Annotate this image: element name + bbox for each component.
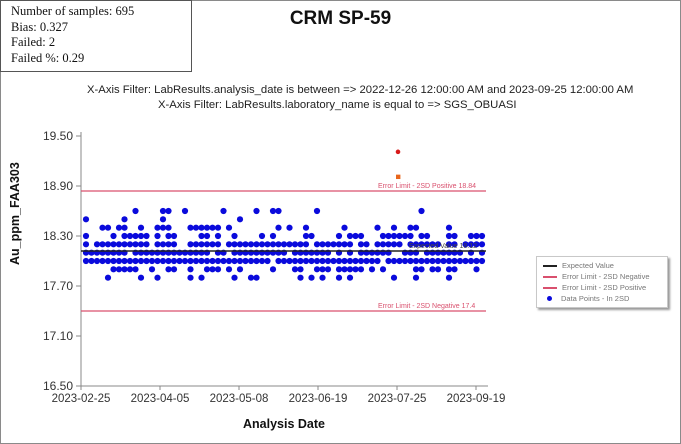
- svg-text:2023-06-19: 2023-06-19: [289, 393, 348, 405]
- svg-text:Expected Value 18.12: Expected Value 18.12: [409, 243, 477, 250]
- bias-value: Bias: 0.327: [11, 19, 68, 34]
- legend-positive: Error Limit - 2SD Positive: [543, 282, 667, 293]
- x-axis-label: Analysis Date: [243, 417, 325, 431]
- y-axis-label: Au_ppm_FAA303: [8, 162, 22, 265]
- stats-box: Number of samples: 695 Bias: 0.327 Faile…: [0, 0, 192, 72]
- svg-text:Error Limit - 2SD Positive 18.: Error Limit - 2SD Positive 18.84: [378, 183, 476, 190]
- legend-label: Data Points - In 2SD: [561, 294, 630, 303]
- sample-count: Number of samples: 695: [11, 4, 135, 18]
- point-swatch-icon: [547, 296, 552, 301]
- chart-title: CRM SP-59: [289, 8, 392, 29]
- svg-text:2023-05-08: 2023-05-08: [210, 393, 269, 405]
- svg-text:2023-07-25: 2023-07-25: [368, 393, 427, 405]
- svg-text:2023-04-05: 2023-04-05: [131, 393, 190, 405]
- legend-label: Error Limit - 2SD Positive: [562, 283, 647, 292]
- legend-expected: Expected Value: [543, 260, 667, 271]
- svg-text:18.90: 18.90: [43, 179, 73, 193]
- svg-text:17.70: 17.70: [43, 279, 73, 293]
- reference-lines: Expected Value 18.12 Error Limit - 2SD Po…: [81, 149, 486, 312]
- svg-text:2023-09-19: 2023-09-19: [447, 393, 506, 405]
- svg-text:2023-02-25: 2023-02-25: [52, 393, 111, 405]
- negative-swatch-icon: [543, 275, 557, 278]
- svg-text:17.10: 17.10: [43, 329, 73, 343]
- svg-text:19.50: 19.50: [43, 129, 73, 143]
- expected-swatch-icon: [543, 264, 557, 267]
- failed-percent: Failed %: 0.29: [11, 50, 85, 65]
- axes: 19.50 18.90 18.30 17.70 17.10 16.502023-02-25…: [43, 129, 505, 405]
- svg-text:18.30: 18.30: [43, 229, 73, 243]
- failed-count: Failed: 2: [11, 35, 56, 49]
- legend-points: Data Points - In 2SD: [543, 293, 667, 304]
- data-points: [82, 207, 486, 281]
- svg-text:16.50: 16.50: [43, 379, 73, 393]
- lab-filter-text: X-Axis Filter: LabResults.laboratory_nam…: [158, 99, 517, 111]
- svg-text:Error Limit - 2SD Negative 17.: Error Limit - 2SD Negative 17.4: [378, 303, 475, 310]
- legend-label: Expected Value: [562, 261, 614, 270]
- chart-legend: Expected Value Error Limit - 2SD Negativ…: [536, 256, 668, 308]
- legend-negative: Error Limit - 2SD Negative: [543, 271, 667, 282]
- legend-label: Error Limit - 2SD Negative: [562, 272, 650, 281]
- positive-swatch-icon: [543, 286, 557, 289]
- date-filter-text: X-Axis Filter: LabResults.analysis_date …: [87, 84, 634, 96]
